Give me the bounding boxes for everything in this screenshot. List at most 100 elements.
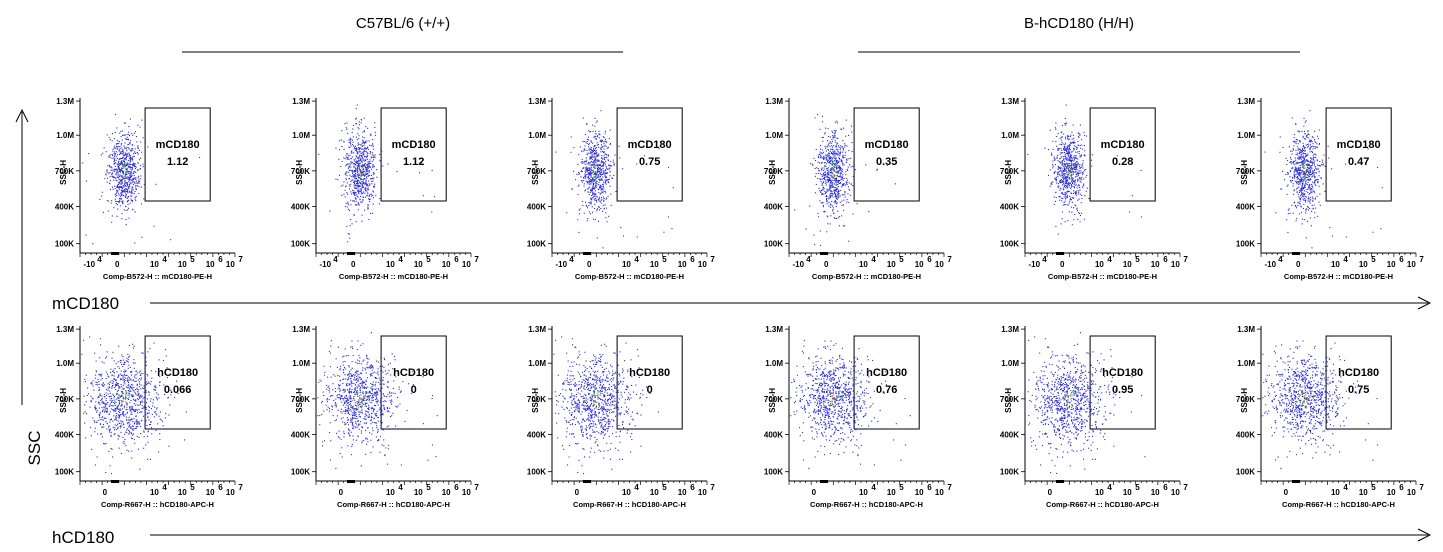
event-dot xyxy=(349,155,351,157)
event-dot xyxy=(583,212,585,214)
event-dot xyxy=(362,192,364,194)
event-dot xyxy=(1063,156,1065,158)
event-dot xyxy=(1314,183,1316,185)
event-dot xyxy=(1052,160,1054,162)
event-dot xyxy=(107,210,109,212)
event-dot xyxy=(120,195,122,197)
event-dot xyxy=(116,172,118,174)
event-dot xyxy=(598,170,600,172)
event-dot xyxy=(1054,127,1056,129)
event-dot xyxy=(1057,148,1059,150)
event-dot xyxy=(128,398,130,400)
event-dot xyxy=(1074,169,1076,171)
event-dot xyxy=(1308,164,1310,166)
event-dot xyxy=(1314,197,1316,199)
event-dot xyxy=(118,201,120,203)
event-dot xyxy=(1304,175,1306,177)
event-dot xyxy=(362,171,364,173)
event-dot xyxy=(1309,217,1311,219)
event-dot xyxy=(1079,180,1081,182)
event-dot xyxy=(118,140,120,142)
y-tick-label: 100K xyxy=(55,240,74,249)
event-dot xyxy=(366,173,368,175)
event-dot xyxy=(1291,176,1293,178)
event-dot xyxy=(604,175,606,177)
event-dot xyxy=(1081,139,1083,141)
event-dot xyxy=(1312,163,1314,165)
event-dot xyxy=(143,405,145,407)
event-dot xyxy=(1299,203,1301,205)
event-dot xyxy=(1069,156,1071,158)
event-dot xyxy=(1307,160,1309,162)
event-dot xyxy=(603,148,605,150)
event-dot xyxy=(118,153,120,155)
event-dot xyxy=(585,166,587,168)
event-dot xyxy=(119,158,121,160)
event-dot xyxy=(132,200,134,202)
event-dot xyxy=(110,166,112,168)
event-dot xyxy=(1069,142,1071,144)
event-dot xyxy=(131,386,133,388)
event-dot xyxy=(826,155,828,157)
event-dot xyxy=(343,157,345,159)
event-dot xyxy=(1309,170,1311,172)
event-dot xyxy=(823,174,825,176)
event-dot xyxy=(113,405,115,407)
event-dot xyxy=(117,174,119,176)
event-dot xyxy=(1295,143,1297,145)
event-dot xyxy=(125,379,127,381)
event-dot xyxy=(1304,200,1306,202)
event-dot xyxy=(124,142,126,144)
event-dot xyxy=(1310,199,1312,201)
event-dot xyxy=(618,145,620,147)
event-dot xyxy=(138,381,140,383)
event-dot xyxy=(125,165,127,167)
event-dot xyxy=(365,180,367,182)
event-dot xyxy=(126,153,128,155)
event-dot xyxy=(571,188,573,190)
event-dot xyxy=(1067,163,1069,165)
event-dot xyxy=(1063,149,1065,151)
event-dot xyxy=(359,182,361,184)
event-dot xyxy=(594,199,596,201)
event-dot xyxy=(139,468,141,470)
event-dot xyxy=(1291,168,1293,170)
event-dot xyxy=(1066,176,1068,178)
event-dot xyxy=(125,157,127,159)
event-dot xyxy=(836,167,838,169)
event-dot xyxy=(357,176,359,178)
event-dot xyxy=(606,207,608,209)
event-dot xyxy=(835,153,837,155)
event-dot xyxy=(598,165,600,167)
event-dot xyxy=(159,411,161,413)
x-tick-label: 10 xyxy=(462,260,471,269)
event-dot xyxy=(120,161,122,163)
event-dot xyxy=(357,127,359,129)
event-dot xyxy=(356,182,358,184)
event-dot xyxy=(598,181,600,183)
event-dot xyxy=(1306,220,1308,222)
event-dot xyxy=(1066,151,1068,153)
event-dot xyxy=(372,172,374,174)
event-dot xyxy=(115,173,117,175)
event-dot xyxy=(1303,157,1305,159)
event-dot xyxy=(598,133,600,135)
event-dot xyxy=(1299,158,1301,160)
event-dot xyxy=(126,173,128,175)
event-dot xyxy=(355,221,357,223)
event-dot xyxy=(827,216,829,218)
event-dot xyxy=(604,169,606,171)
event-dot xyxy=(114,193,116,195)
event-dot xyxy=(1061,218,1063,220)
event-dot xyxy=(837,167,839,169)
event-dot xyxy=(603,208,605,210)
event-dot xyxy=(347,156,349,158)
event-dot xyxy=(1290,162,1292,164)
event-dot xyxy=(581,200,583,202)
event-dot xyxy=(828,142,830,144)
event-dot xyxy=(1303,165,1305,167)
event-dot xyxy=(364,174,366,176)
event-dot xyxy=(841,200,843,202)
event-dot xyxy=(1299,178,1301,180)
event-dot xyxy=(595,162,597,164)
